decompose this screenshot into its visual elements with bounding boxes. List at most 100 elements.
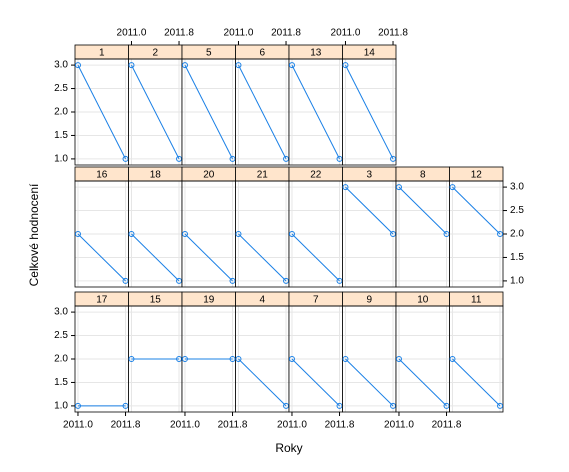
data-point: [336, 155, 343, 162]
strip-label: 1: [99, 48, 105, 59]
data-point: [288, 356, 295, 362]
panel-border: [342, 58, 397, 166]
y-tick-label: 2.5: [54, 330, 68, 341]
x-tick-label: 2011.8: [111, 420, 141, 431]
series-line: [184, 64, 233, 160]
strip-label: 20: [203, 170, 215, 181]
data-point: [235, 231, 242, 237]
strip-label: 14: [364, 48, 376, 59]
x-tick-label: 2011.8: [378, 28, 408, 39]
strip-label: 10: [417, 295, 429, 306]
strip-label: 18: [150, 170, 162, 181]
series-line: [238, 233, 287, 282]
y-tick-label: 1.5: [54, 377, 68, 388]
data-point: [336, 277, 343, 284]
y-tick-label: 2.5: [54, 83, 68, 94]
y-tick-label: 3.0: [54, 307, 68, 318]
data-point: [390, 231, 397, 237]
strip-label: 12: [471, 170, 483, 181]
data-point: [181, 62, 188, 69]
x-axis-label: Roky: [275, 441, 302, 455]
data-point: [288, 62, 295, 69]
strip-label: 11: [471, 295, 482, 306]
series-line: [238, 64, 287, 160]
data-point: [128, 62, 135, 69]
y-tick-label: 2.5: [510, 205, 524, 216]
y-tick-label: 1.0: [54, 401, 68, 412]
data-point: [122, 155, 129, 162]
y-tick-label: 1.5: [54, 130, 68, 141]
strip-label: 6: [259, 48, 265, 59]
data-point: [390, 155, 397, 162]
series-line: [398, 186, 447, 235]
data-point: [229, 155, 236, 162]
data-point: [229, 277, 236, 284]
series-line: [291, 233, 340, 282]
series-line: [184, 233, 233, 282]
x-tick-label: 2011.8: [432, 420, 462, 431]
data-point: [176, 155, 183, 162]
x-tick-label: 2011.0: [277, 420, 307, 431]
strip-label: 8: [420, 170, 426, 181]
x-tick-label: 2011.8: [325, 420, 355, 431]
strip-label: 9: [366, 295, 372, 306]
y-axis-label: Celkové hodnocení: [27, 183, 41, 286]
series-line: [345, 64, 394, 160]
data-point: [235, 62, 242, 69]
data-point: [497, 231, 504, 237]
x-tick-label: 2011.8: [271, 28, 301, 39]
y-tick-label: 1.5: [510, 252, 524, 263]
data-point: [390, 402, 397, 409]
data-point: [283, 277, 290, 284]
series-line: [131, 64, 180, 160]
series-line: [345, 186, 394, 235]
data-point: [176, 356, 183, 362]
data-point: [74, 231, 81, 237]
data-point: [74, 402, 81, 409]
strip-label: 16: [96, 170, 108, 181]
x-tick-label: 2011.0: [384, 420, 414, 431]
strip-label: 17: [96, 295, 108, 306]
data-point: [449, 184, 456, 191]
data-point: [395, 184, 402, 191]
y-tick-label: 3.0: [54, 60, 68, 71]
series-line: [77, 64, 126, 160]
data-point: [122, 277, 129, 284]
strip-label: 5: [206, 48, 212, 59]
series-line: [398, 358, 447, 407]
x-tick-label: 2011.8: [164, 28, 194, 39]
strip-label: 3: [366, 170, 372, 181]
x-tick-label: 2011.8: [218, 420, 248, 431]
data-point: [181, 356, 188, 362]
strip-label: 19: [203, 295, 215, 306]
series-line: [77, 233, 126, 282]
strip-label: 7: [313, 295, 319, 306]
series-line: [345, 358, 394, 407]
data-point: [336, 402, 343, 409]
y-tick-label: 2.0: [54, 354, 68, 365]
series-line: [131, 233, 180, 282]
strip-label: 13: [310, 48, 322, 59]
data-point: [176, 277, 183, 284]
x-tick-label: 2011.0: [224, 28, 254, 39]
series-line: [291, 358, 340, 407]
y-tick-label: 2.0: [54, 107, 68, 118]
data-point: [342, 184, 349, 191]
x-tick-label: 2011.0: [331, 28, 361, 39]
data-point: [283, 402, 290, 409]
data-point: [443, 402, 450, 409]
y-tick-label: 2.0: [510, 229, 524, 240]
y-tick-label: 1.0: [54, 154, 68, 165]
data-point: [342, 62, 349, 69]
strip-label: 15: [150, 295, 162, 306]
x-tick-label: 2011.0: [117, 28, 147, 39]
strip-label: 22: [310, 170, 322, 181]
y-tick-label: 3.0: [510, 182, 524, 193]
series-line: [452, 186, 501, 235]
data-point: [122, 402, 129, 409]
data-point: [235, 356, 242, 362]
strip-label: 2: [152, 48, 158, 59]
strip-label: 4: [259, 295, 265, 306]
data-point: [395, 356, 402, 362]
